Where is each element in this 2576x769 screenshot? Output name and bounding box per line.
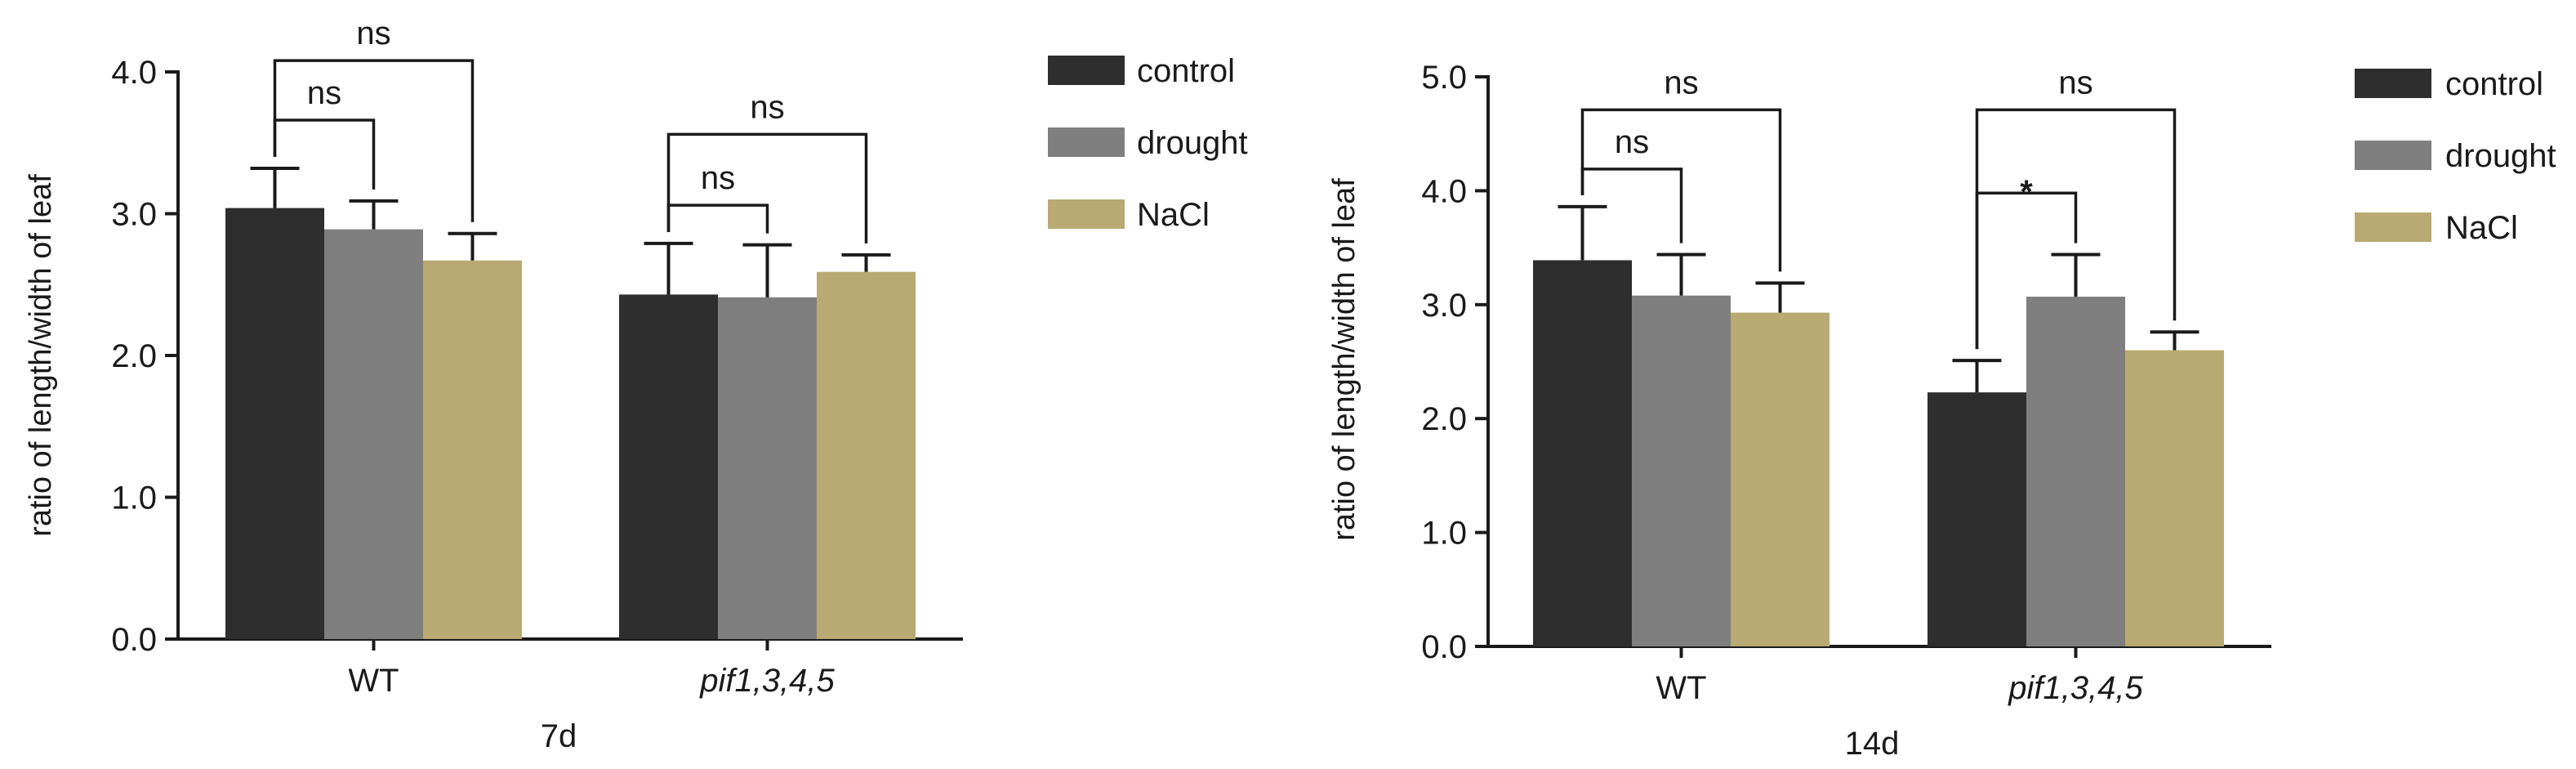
y-tick-label: 5.0 xyxy=(1421,60,1467,96)
y-tick-label: 0.0 xyxy=(1421,629,1467,665)
bar-control-wt xyxy=(225,208,324,639)
significance-ns-label: ns xyxy=(356,16,390,51)
legend-swatch-control xyxy=(2355,69,2431,98)
bar-control-wt xyxy=(1533,260,1632,646)
significance-bracket xyxy=(1580,108,1782,272)
x-category-label: WT xyxy=(1656,670,1706,706)
bar-drought-pif xyxy=(2026,297,2125,646)
bar-drought-pif xyxy=(718,297,817,639)
bar-drought-wt xyxy=(324,229,423,639)
significance-ns-label: ns xyxy=(307,75,341,111)
legend-swatch-NaCl xyxy=(2355,212,2431,242)
y-tick-label: 0.0 xyxy=(111,622,157,658)
significance-ns-label: ns xyxy=(750,89,784,125)
x-category-label: pif1,3,4,5 xyxy=(699,663,835,699)
bar-NaCl-pif xyxy=(817,271,916,639)
significance-ns-label: ns xyxy=(701,160,735,196)
bar-control-pif xyxy=(1928,392,2026,646)
significance-bracket xyxy=(273,59,475,222)
bar-NaCl-pif xyxy=(2125,350,2224,646)
significance-bracket xyxy=(666,132,868,244)
y-tick-label: 1.0 xyxy=(1421,516,1467,552)
legend-swatch-NaCl xyxy=(1048,199,1125,229)
y-tick-label: 2.0 xyxy=(1421,401,1467,437)
bar-drought-wt xyxy=(1632,295,1731,646)
significance-bracket xyxy=(1975,108,2177,350)
y-tick-label: 4.0 xyxy=(111,55,157,91)
legend-swatch-control xyxy=(1048,56,1125,85)
y-axis-title: ratio of length/width of leaf xyxy=(24,174,58,537)
significance-ns-label: ns xyxy=(1615,124,1649,160)
chart-1: 0.0 1.0 2.0 3.0 4.0 WT pif1,3,4,5 7d ratio of le… xyxy=(24,16,1248,754)
legend-label-control: control xyxy=(2445,66,2543,102)
legend-label-control: control xyxy=(1137,53,1235,89)
y-tick-label: 3.0 xyxy=(111,197,157,233)
bar-control-pif xyxy=(619,294,718,639)
legend-label-drought: drought xyxy=(1137,125,1248,161)
significance-bracket xyxy=(273,118,376,190)
x-category-label: pif1,3,4,5 xyxy=(2008,670,2143,706)
significance-star: * xyxy=(2020,174,2033,210)
significance-ns-label: ns xyxy=(1664,65,1698,101)
legend-label-NaCl: NaCl xyxy=(2445,210,2518,246)
y-tick-label: 4.0 xyxy=(1421,173,1467,209)
x-axis-title: 14d xyxy=(1845,726,1900,762)
legend-swatch-drought xyxy=(1048,127,1125,157)
legend-label-drought: drought xyxy=(2445,138,2556,174)
chart-2: 0.0 1.0 2.0 3.0 4.0 5.0 WT pif1,3,4,5 14d ratio o… xyxy=(1327,60,2556,762)
significance-bracket xyxy=(666,203,769,234)
x-axis-title: 7d xyxy=(541,718,577,754)
y-tick-label: 3.0 xyxy=(1421,288,1467,324)
legend-label-NaCl: NaCl xyxy=(1137,197,1210,233)
significance-ns-label: ns xyxy=(2058,65,2092,101)
y-tick-label: 2.0 xyxy=(111,338,157,374)
y-tick-label: 1.0 xyxy=(111,481,157,516)
bar-NaCl-wt xyxy=(1731,312,1829,646)
x-category-label: WT xyxy=(348,663,399,699)
legend-swatch-drought xyxy=(2355,141,2431,170)
bar-NaCl-wt xyxy=(423,260,522,639)
y-axis-title: ratio of length/width of leaf xyxy=(1327,178,1362,541)
